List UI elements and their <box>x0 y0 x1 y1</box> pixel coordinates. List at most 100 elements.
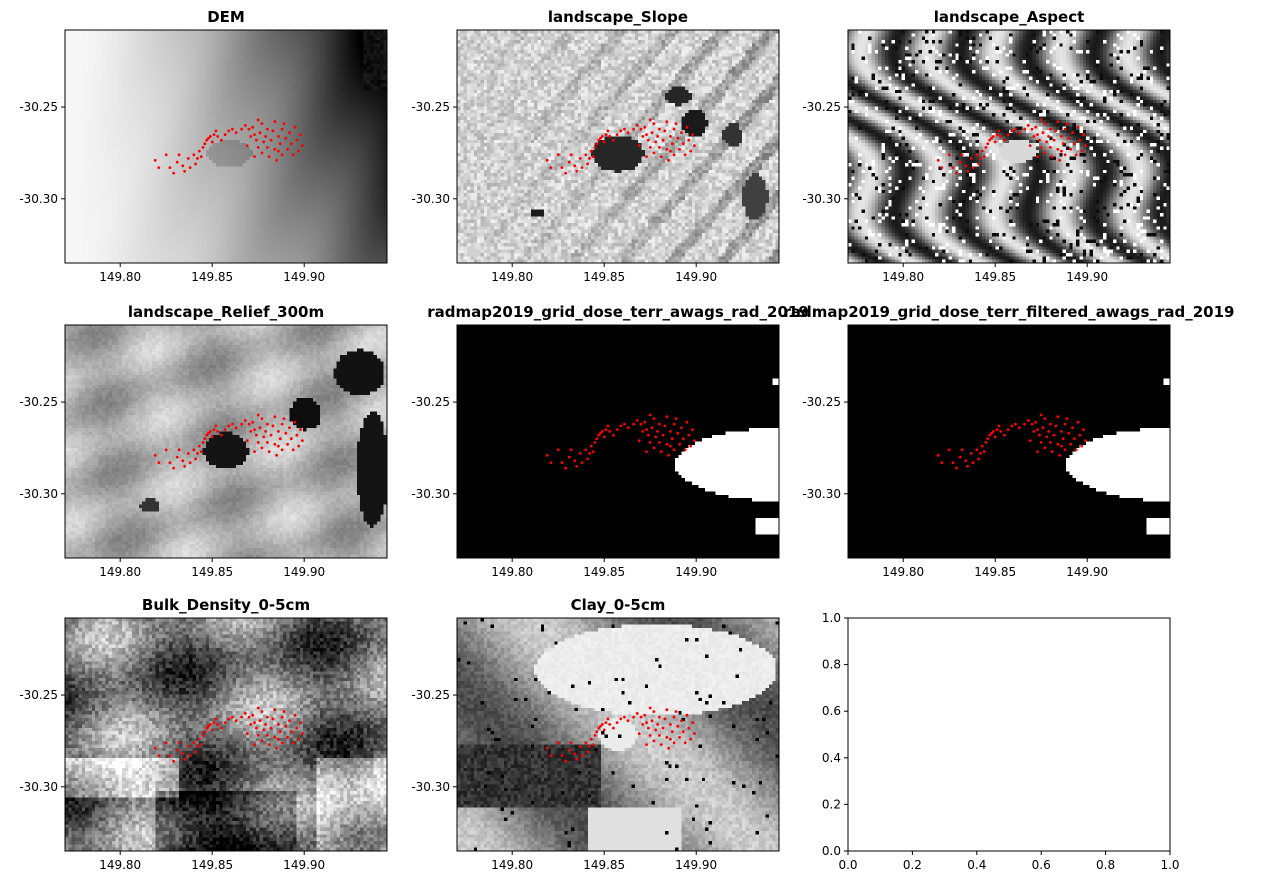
panel-title: landscape_Aspect <box>934 8 1085 26</box>
sample-point <box>175 160 179 164</box>
sample-point <box>220 433 223 437</box>
sample-point <box>212 133 216 137</box>
sample-point <box>578 745 582 748</box>
sample-point <box>567 748 571 752</box>
sample-point <box>175 748 179 752</box>
sample-point <box>295 726 299 730</box>
raster-image <box>848 30 1170 263</box>
sample-point <box>205 433 209 437</box>
sample-point <box>1028 144 1032 148</box>
sample-point <box>1074 153 1078 157</box>
sample-point <box>286 442 289 446</box>
sample-point <box>278 437 282 441</box>
sample-point <box>591 743 595 746</box>
sample-point <box>567 455 571 459</box>
sample-point <box>623 715 626 719</box>
sample-point <box>685 420 689 424</box>
sample-point <box>275 453 278 457</box>
sample-point <box>569 153 573 157</box>
sample-point <box>556 448 560 452</box>
sample-point <box>207 724 210 728</box>
y-tick-label: 0.2 <box>822 797 841 811</box>
raster-image <box>848 325 1170 558</box>
sample-point <box>661 138 665 142</box>
sample-point <box>282 122 286 125</box>
sample-point <box>1069 442 1072 446</box>
sample-point <box>247 422 251 426</box>
sample-point <box>578 157 582 160</box>
sample-point <box>277 430 280 433</box>
sample-point <box>992 430 995 433</box>
sample-point <box>658 734 661 737</box>
sample-point <box>602 728 606 732</box>
sample-point <box>223 133 227 137</box>
sample-point <box>231 422 234 426</box>
y-tick-label: -30.30 <box>411 780 450 794</box>
panel-6: radmap2019_grid_dose_terr_filtered_awags… <box>784 303 1235 579</box>
panel-3: landscape_Aspect 149.80 149.85 149.90 -30.25… <box>802 8 1171 284</box>
sample-point <box>299 721 302 724</box>
x-tick-label: 149.90 <box>283 565 325 579</box>
x-tick-label: 0.0 <box>838 858 857 872</box>
sample-point <box>602 435 606 439</box>
sample-point <box>604 428 608 431</box>
axes-frame <box>456 617 780 852</box>
x-tick-label: 1.0 <box>1160 858 1179 872</box>
sample-point <box>289 730 293 734</box>
sample-point <box>210 728 214 732</box>
y-tick-label: 0.0 <box>822 844 841 858</box>
sample-point <box>608 723 612 726</box>
sample-point <box>212 721 216 724</box>
sample-point <box>964 164 968 168</box>
sample-point <box>188 461 192 464</box>
sample-point <box>964 459 968 463</box>
sample-point <box>604 133 608 137</box>
axes-frame <box>847 617 1171 852</box>
sample-point <box>172 466 176 470</box>
sample-point <box>181 752 185 756</box>
sample-point <box>656 723 659 726</box>
sample-point <box>260 446 264 450</box>
sample-point <box>635 712 639 715</box>
sample-point <box>669 723 672 726</box>
sample-point <box>676 136 680 140</box>
sample-point <box>1056 415 1060 419</box>
sample-point <box>648 413 652 417</box>
y-tick-label: -30.25 <box>802 395 841 409</box>
sample-point <box>177 448 181 452</box>
sample-point <box>291 448 295 452</box>
sample-point <box>669 444 672 448</box>
sample-point <box>608 430 612 433</box>
sample-point <box>280 153 284 157</box>
sample-points <box>936 413 1087 470</box>
sample-points <box>153 118 304 175</box>
sample-point <box>1084 439 1087 442</box>
sample-point <box>1043 151 1047 155</box>
sample-point <box>203 730 207 734</box>
sample-point <box>564 466 567 470</box>
panel-8: Clay_0-5cm 149.80 149.85 149.90 -30.25 -30.30 <box>411 596 780 872</box>
sample-point <box>639 715 643 719</box>
sample-point <box>168 461 172 464</box>
sample-point <box>685 125 689 129</box>
y-tick-label: -30.30 <box>19 780 58 794</box>
sample-point <box>665 147 669 151</box>
sample-point <box>1032 135 1036 138</box>
sample-point <box>1043 446 1047 450</box>
sample-point <box>1036 450 1039 453</box>
sample-point <box>602 140 606 144</box>
sample-point <box>1047 430 1050 433</box>
sample-point <box>1069 147 1072 151</box>
sample-point <box>1003 433 1006 437</box>
sample-point <box>588 745 591 748</box>
sample-point <box>260 710 264 713</box>
sample-point <box>648 146 652 149</box>
sample-point <box>619 717 623 721</box>
sample-point <box>267 743 271 746</box>
sample-point <box>645 428 648 431</box>
sample-point <box>984 441 988 444</box>
sample-point <box>658 441 661 444</box>
sample-point <box>936 453 940 457</box>
x-tick-label: 149.85 <box>191 565 233 579</box>
sample-point <box>1036 133 1039 137</box>
